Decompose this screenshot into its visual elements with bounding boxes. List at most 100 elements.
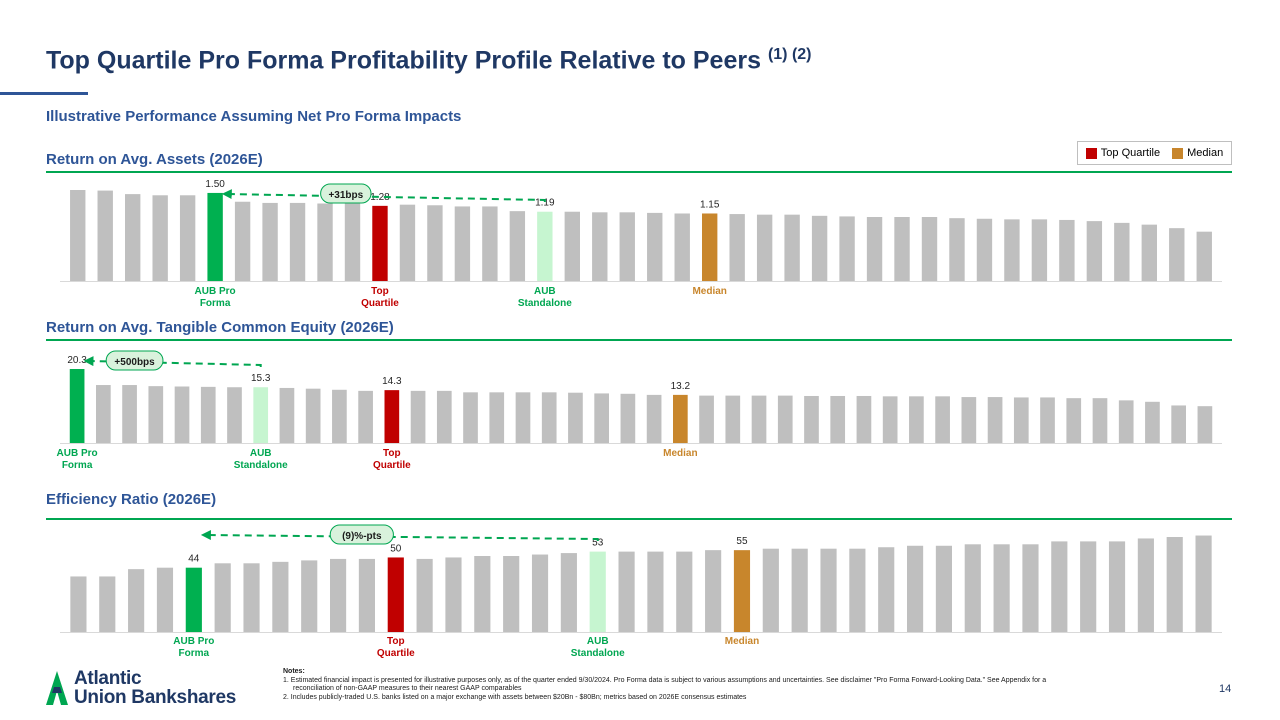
efficiency-bar bbox=[329, 558, 347, 632]
efficiency-bar bbox=[156, 567, 174, 632]
efficiency-bar bbox=[820, 548, 837, 632]
rotce-bar bbox=[804, 395, 819, 443]
note-1-continued: reconciliation of non-GAAP measures to t… bbox=[293, 685, 522, 692]
legend-swatch-median bbox=[1172, 147, 1184, 159]
roaa-bar bbox=[839, 216, 855, 281]
efficiency-bar-aub-standalone bbox=[589, 551, 606, 632]
roaa-bar bbox=[317, 203, 333, 281]
rotce-bar bbox=[515, 392, 531, 443]
roaa-axis-label-top-quartile: Quartile bbox=[361, 298, 399, 309]
efficiency-bar bbox=[964, 544, 981, 632]
roaa-bar bbox=[866, 217, 883, 281]
roaa-chart-title: Return on Avg. Assets (2026E) bbox=[46, 151, 263, 168]
efficiency-axis-label-aub-pro-forma: Forma bbox=[179, 648, 210, 659]
roaa-value-label-aub-standalone: 1.19 bbox=[535, 198, 555, 209]
page-number: 14 bbox=[1219, 683, 1232, 695]
roaa-delta-badge-label: +31bps bbox=[328, 190, 363, 201]
rotce-axis-label-aub-standalone: Standalone bbox=[234, 460, 288, 471]
efficiency-delta-badge bbox=[329, 524, 394, 545]
title-footnote-ref: (1) (2) bbox=[767, 46, 812, 63]
rotce-bar bbox=[200, 386, 216, 443]
rotce-value-label-aub-pro-forma: 20.3 bbox=[67, 355, 87, 366]
efficiency-bar bbox=[935, 545, 953, 632]
rotce-axis-label-aub-pro-forma: Forma bbox=[62, 460, 93, 471]
note-1: 1. Estimated financial impact is present… bbox=[283, 676, 1047, 684]
efficiency-bar bbox=[1108, 541, 1126, 632]
efficiency-bar bbox=[647, 551, 664, 632]
roaa-bar bbox=[1004, 219, 1020, 281]
logo-name-line2: Union Bankshares bbox=[74, 687, 237, 708]
rotce-bar bbox=[1145, 401, 1160, 443]
efficiency-bar-top-quartile bbox=[387, 557, 404, 632]
efficiency-value-label-aub-pro-forma: 44 bbox=[188, 554, 200, 565]
rotce-bar bbox=[541, 392, 557, 443]
rotce-bar bbox=[332, 389, 347, 443]
rotce-delta-arrow bbox=[83, 356, 262, 367]
rotce-bar bbox=[961, 397, 977, 443]
efficiency-bar bbox=[99, 576, 116, 632]
rotce-bar bbox=[568, 392, 583, 443]
roaa-bar bbox=[729, 214, 745, 281]
roaa-bar-top-quartile bbox=[372, 205, 388, 281]
roaa-bar bbox=[124, 194, 141, 281]
efficiency-bar bbox=[531, 554, 549, 632]
efficiency-value-label-top-quartile: 50 bbox=[390, 543, 402, 554]
efficiency-bar bbox=[849, 548, 866, 632]
legend-label-median: Median bbox=[1187, 147, 1224, 159]
rotce-bar bbox=[620, 393, 636, 443]
roaa-value-label-median: 1.15 bbox=[700, 199, 720, 210]
roaa-value-label-aub-pro-forma: 1.50 bbox=[205, 179, 225, 190]
roaa-bar-aub-standalone bbox=[537, 211, 553, 281]
efficiency-bar-median bbox=[733, 550, 751, 632]
efficiency-delta-arrow bbox=[200, 530, 599, 541]
efficiency-bar bbox=[560, 553, 577, 632]
rotce-value-label-top-quartile: 14.3 bbox=[382, 376, 402, 387]
roaa-bar bbox=[1114, 222, 1130, 281]
efficiency-bar bbox=[993, 544, 1010, 632]
rotce-bar-aub-pro-forma bbox=[69, 369, 85, 443]
efficiency-bar bbox=[1195, 535, 1212, 632]
roaa-bar bbox=[1141, 224, 1158, 281]
efficiency-bar-aub-pro-forma bbox=[185, 567, 202, 632]
efficiency-bar bbox=[416, 558, 433, 632]
roaa-bar bbox=[564, 211, 581, 281]
efficiency-bar bbox=[791, 548, 808, 632]
efficiency-bar bbox=[906, 545, 924, 632]
logo-mark-icon bbox=[46, 671, 68, 705]
rotce-bar bbox=[174, 386, 190, 443]
note-2: 2. Includes publicly-traded U.S. banks l… bbox=[283, 693, 747, 701]
rotce-bar bbox=[410, 390, 426, 443]
efficiency-bar bbox=[1080, 541, 1097, 632]
roaa-axis-label-top-quartile: Top bbox=[371, 286, 389, 297]
efficiency-bar bbox=[128, 569, 145, 632]
page-title: Top Quartile Pro Forma Profitability Pro… bbox=[46, 46, 812, 75]
rotce-chart-title: Return on Avg. Tangible Common Equity (2… bbox=[46, 319, 394, 336]
rotce-value-label-aub-standalone: 15.3 bbox=[251, 373, 271, 384]
rotce-axis-label-median: Median bbox=[663, 448, 697, 459]
roaa-delta-badge bbox=[320, 183, 372, 204]
roaa-bar bbox=[894, 217, 910, 281]
logo-name-line1: Atlantic bbox=[74, 668, 142, 689]
efficiency-axis-label-aub-pro-forma: AUB Pro bbox=[173, 636, 214, 647]
roaa-axis-label-median: Median bbox=[692, 286, 726, 297]
chart-legend: Top Quartile Median bbox=[1077, 141, 1232, 165]
roaa-bar bbox=[97, 190, 113, 281]
rotce-bar bbox=[1040, 397, 1055, 443]
roaa-bar bbox=[262, 202, 278, 281]
rotce-axis-label-aub-standalone: AUB bbox=[250, 448, 272, 459]
efficiency-bar bbox=[70, 576, 87, 632]
efficiency-value-label-aub-standalone: 53 bbox=[592, 538, 604, 549]
rotce-bar bbox=[1092, 398, 1108, 443]
efficiency-bar bbox=[676, 551, 693, 632]
rotce-bar bbox=[909, 396, 924, 443]
roaa-bar bbox=[1169, 228, 1185, 281]
roaa-bar bbox=[647, 212, 663, 281]
legend-label-top-quartile: Top Quartile bbox=[1100, 147, 1161, 159]
rotce-bar bbox=[463, 392, 478, 443]
rotce-bar bbox=[95, 385, 111, 443]
rotce-bar bbox=[358, 390, 373, 443]
efficiency-bar bbox=[214, 563, 231, 632]
rotce-bar bbox=[935, 396, 950, 443]
